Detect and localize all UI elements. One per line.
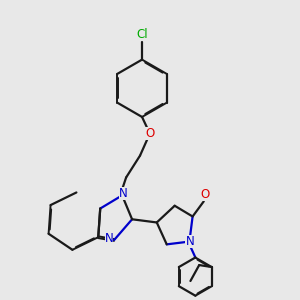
Text: N: N xyxy=(118,187,127,200)
Text: O: O xyxy=(146,127,154,140)
Text: O: O xyxy=(200,188,209,201)
Text: Cl: Cl xyxy=(136,28,148,41)
Text: N: N xyxy=(105,232,113,245)
Text: N: N xyxy=(185,235,194,248)
